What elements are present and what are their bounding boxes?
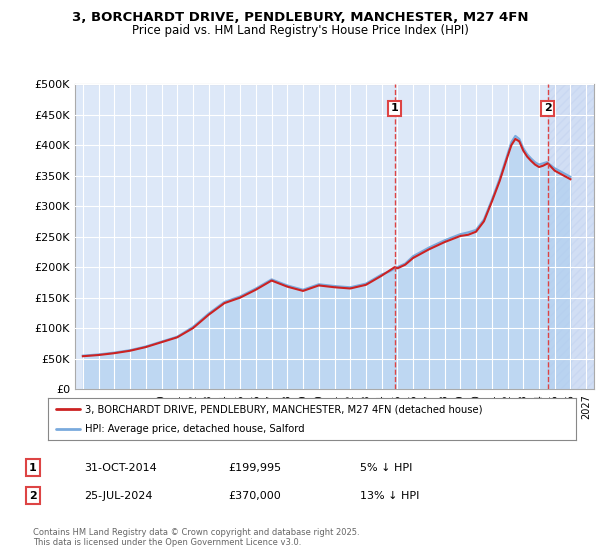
Text: 1: 1 xyxy=(391,104,398,114)
Text: 31-OCT-2014: 31-OCT-2014 xyxy=(84,463,157,473)
Text: £199,995: £199,995 xyxy=(228,463,281,473)
Text: 2: 2 xyxy=(29,491,37,501)
Text: 5% ↓ HPI: 5% ↓ HPI xyxy=(360,463,412,473)
Text: 25-JUL-2024: 25-JUL-2024 xyxy=(84,491,152,501)
Text: HPI: Average price, detached house, Salford: HPI: Average price, detached house, Salf… xyxy=(85,424,305,434)
Text: £370,000: £370,000 xyxy=(228,491,281,501)
Text: 13% ↓ HPI: 13% ↓ HPI xyxy=(360,491,419,501)
Text: Price paid vs. HM Land Registry's House Price Index (HPI): Price paid vs. HM Land Registry's House … xyxy=(131,24,469,37)
Text: Contains HM Land Registry data © Crown copyright and database right 2025.
This d: Contains HM Land Registry data © Crown c… xyxy=(33,528,359,547)
Text: 3, BORCHARDT DRIVE, PENDLEBURY, MANCHESTER, M27 4FN: 3, BORCHARDT DRIVE, PENDLEBURY, MANCHEST… xyxy=(72,11,528,24)
Text: 3, BORCHARDT DRIVE, PENDLEBURY, MANCHESTER, M27 4FN (detached house): 3, BORCHARDT DRIVE, PENDLEBURY, MANCHEST… xyxy=(85,404,482,414)
Text: 2: 2 xyxy=(544,104,551,114)
Text: 1: 1 xyxy=(29,463,37,473)
